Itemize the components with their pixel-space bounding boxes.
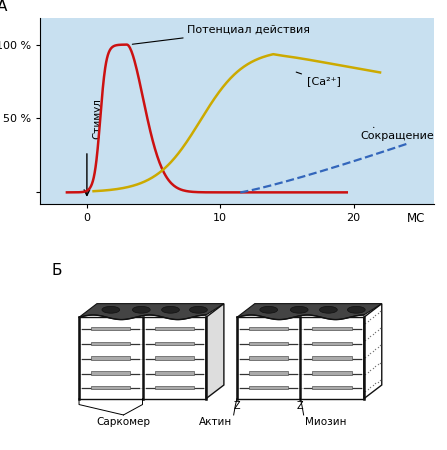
Text: Стимул: Стимул	[93, 98, 102, 139]
Bar	[312, 386, 352, 389]
Text: А: А	[0, 0, 7, 14]
Polygon shape	[79, 317, 206, 399]
Ellipse shape	[102, 306, 120, 313]
Ellipse shape	[290, 306, 308, 313]
Polygon shape	[364, 304, 382, 399]
Ellipse shape	[320, 306, 337, 313]
Polygon shape	[237, 317, 364, 399]
Polygon shape	[206, 304, 224, 399]
Text: Б: Б	[51, 263, 62, 278]
Text: Актин: Актин	[199, 417, 232, 427]
Bar	[312, 356, 352, 360]
Text: [Ca²⁺]: [Ca²⁺]	[296, 72, 341, 86]
Polygon shape	[79, 304, 224, 319]
Bar	[312, 327, 352, 330]
Text: Z: Z	[234, 401, 240, 411]
Bar	[91, 356, 131, 360]
Text: МС: МС	[407, 212, 425, 225]
Ellipse shape	[260, 306, 278, 313]
Bar	[91, 342, 131, 345]
Bar	[249, 327, 288, 330]
Bar	[249, 371, 288, 374]
Text: Сокращение: Сокращение	[360, 127, 434, 141]
Bar	[249, 342, 288, 345]
Bar	[249, 386, 288, 389]
Bar	[155, 356, 194, 360]
Text: Миозин: Миозин	[305, 417, 347, 427]
Text: Z: Z	[297, 401, 304, 411]
Bar	[155, 342, 194, 345]
Bar	[155, 327, 194, 330]
Bar	[91, 371, 131, 374]
Ellipse shape	[162, 306, 179, 313]
Bar	[155, 386, 194, 389]
Ellipse shape	[132, 306, 150, 313]
Bar	[91, 386, 131, 389]
Text: Потенциал действия: Потенциал действия	[132, 25, 310, 44]
Polygon shape	[237, 304, 382, 319]
Text: Саркомер: Саркомер	[97, 417, 151, 427]
Ellipse shape	[190, 306, 207, 313]
Bar	[91, 327, 131, 330]
Bar	[312, 342, 352, 345]
Bar	[249, 356, 288, 360]
Ellipse shape	[347, 306, 365, 313]
Bar	[312, 371, 352, 374]
Bar	[155, 371, 194, 374]
